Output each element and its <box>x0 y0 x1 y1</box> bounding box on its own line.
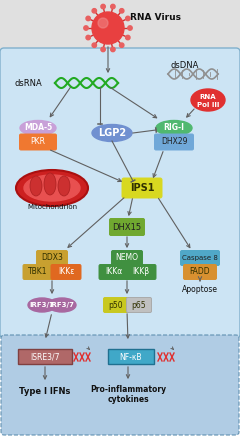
Text: IRF3/7: IRF3/7 <box>50 302 74 308</box>
FancyBboxPatch shape <box>0 0 240 55</box>
Circle shape <box>101 47 105 52</box>
Text: cytokines: cytokines <box>107 396 149 405</box>
FancyBboxPatch shape <box>122 178 162 198</box>
FancyBboxPatch shape <box>1 335 239 435</box>
Text: NEMO: NEMO <box>115 254 138 262</box>
Text: Mitochondrion: Mitochondrion <box>27 204 77 210</box>
Ellipse shape <box>48 298 76 312</box>
FancyBboxPatch shape <box>184 265 216 279</box>
Text: Pro-inflammatory: Pro-inflammatory <box>90 385 166 395</box>
Text: MDA-5: MDA-5 <box>24 124 52 133</box>
Ellipse shape <box>20 120 56 135</box>
Text: IPS1: IPS1 <box>130 183 154 193</box>
Text: IKKβ: IKKβ <box>132 268 150 276</box>
Ellipse shape <box>58 176 70 196</box>
Circle shape <box>111 4 115 9</box>
FancyBboxPatch shape <box>155 134 193 150</box>
FancyBboxPatch shape <box>23 265 53 279</box>
Text: IRF3/7: IRF3/7 <box>30 302 54 308</box>
FancyBboxPatch shape <box>51 265 81 279</box>
FancyBboxPatch shape <box>36 251 67 265</box>
FancyBboxPatch shape <box>180 251 220 265</box>
Text: dsDNA: dsDNA <box>171 60 199 70</box>
Text: p65: p65 <box>132 300 146 310</box>
FancyBboxPatch shape <box>126 297 151 312</box>
Circle shape <box>120 9 124 13</box>
Ellipse shape <box>30 176 42 196</box>
Ellipse shape <box>191 89 225 111</box>
Text: Type I IFNs: Type I IFNs <box>19 388 71 396</box>
Ellipse shape <box>156 120 192 135</box>
Circle shape <box>126 35 130 40</box>
Text: dsRNA: dsRNA <box>14 78 42 88</box>
Ellipse shape <box>24 175 80 201</box>
FancyBboxPatch shape <box>99 265 129 279</box>
FancyBboxPatch shape <box>0 48 240 338</box>
Circle shape <box>92 9 96 13</box>
FancyBboxPatch shape <box>108 349 154 364</box>
Text: DHX15: DHX15 <box>112 223 142 232</box>
Text: LGP2: LGP2 <box>98 128 126 138</box>
Text: RNA Virus: RNA Virus <box>130 14 180 22</box>
Circle shape <box>128 26 132 30</box>
Text: RNA: RNA <box>200 94 216 100</box>
FancyBboxPatch shape <box>19 134 56 150</box>
Circle shape <box>92 43 96 47</box>
Circle shape <box>101 4 105 9</box>
Circle shape <box>86 16 90 21</box>
Text: p50: p50 <box>109 300 123 310</box>
Circle shape <box>120 43 124 47</box>
Text: DDX3: DDX3 <box>41 254 63 262</box>
Text: IKKα: IKKα <box>105 268 123 276</box>
FancyBboxPatch shape <box>18 349 72 364</box>
FancyBboxPatch shape <box>103 297 128 312</box>
Text: PKR: PKR <box>30 138 46 146</box>
FancyBboxPatch shape <box>112 251 143 265</box>
Ellipse shape <box>44 173 56 195</box>
Circle shape <box>84 26 88 30</box>
Text: FADD: FADD <box>190 268 210 276</box>
Ellipse shape <box>92 124 132 141</box>
Text: Apoptose: Apoptose <box>182 286 218 294</box>
Text: DHX29: DHX29 <box>161 138 187 146</box>
FancyBboxPatch shape <box>109 219 144 236</box>
FancyBboxPatch shape <box>126 265 156 279</box>
Text: TBK1: TBK1 <box>28 268 48 276</box>
Text: RIG-I: RIG-I <box>163 124 185 133</box>
Circle shape <box>92 12 124 44</box>
Circle shape <box>86 35 90 40</box>
Text: Pol III: Pol III <box>197 102 219 108</box>
Text: ISRE3/7: ISRE3/7 <box>30 353 60 361</box>
Ellipse shape <box>16 170 88 206</box>
Circle shape <box>98 18 108 28</box>
Circle shape <box>111 47 115 52</box>
Text: IKKε: IKKε <box>58 268 74 276</box>
Text: Caspase 8: Caspase 8 <box>182 255 218 261</box>
Circle shape <box>126 16 130 21</box>
Ellipse shape <box>28 298 56 312</box>
Text: NF-κB: NF-κB <box>120 353 142 361</box>
